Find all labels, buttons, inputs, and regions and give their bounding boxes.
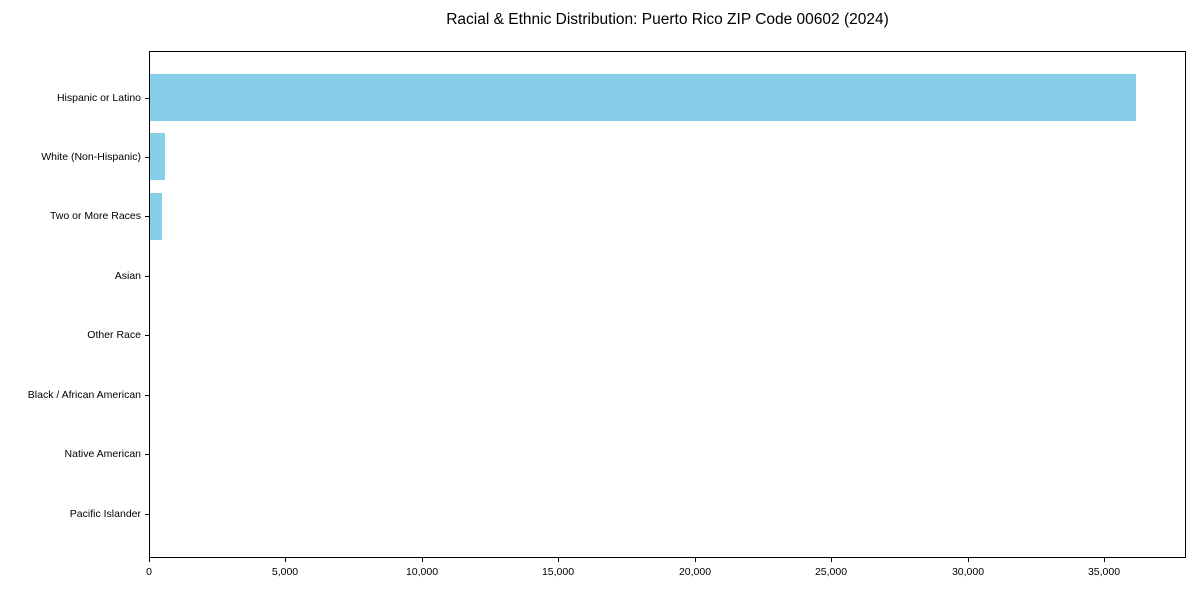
- x-tick-mark: [285, 558, 286, 562]
- x-tick-mark: [149, 558, 150, 562]
- chart-title: Racial & Ethnic Distribution: Puerto Ric…: [446, 11, 889, 28]
- x-tick-label: 30,000: [951, 566, 985, 578]
- x-tick-label: 0: [146, 566, 152, 578]
- x-tick-mark: [831, 558, 832, 562]
- y-tick-label: Black / African American: [27, 389, 141, 401]
- y-tick-label: Two or More Races: [49, 210, 141, 222]
- y-tick-mark: [145, 514, 149, 515]
- plot-area: [149, 51, 1186, 558]
- x-tick-label: 20,000: [678, 566, 712, 578]
- y-tick-mark: [145, 454, 149, 455]
- y-tick-mark: [145, 98, 149, 99]
- x-tick-mark: [422, 558, 423, 562]
- y-tick-label: Asian: [114, 270, 141, 282]
- y-tick-mark: [145, 157, 149, 158]
- x-tick-mark: [558, 558, 559, 562]
- x-tick-mark: [1104, 558, 1105, 562]
- x-tick-label: 35,000: [1087, 566, 1121, 578]
- bar-hispanic-or-latino: [150, 74, 1136, 121]
- bar-two-or-more-races: [150, 193, 162, 240]
- x-tick-label: 5,000: [271, 566, 299, 578]
- y-tick-label: Other Race: [87, 329, 141, 341]
- y-tick-mark: [145, 395, 149, 396]
- y-tick-label: Hispanic or Latino: [56, 92, 141, 104]
- y-tick-mark: [145, 276, 149, 277]
- y-tick-mark: [145, 216, 149, 217]
- y-tick-label: Pacific Islander: [69, 508, 141, 520]
- y-tick-label: White (Non-Hispanic): [41, 151, 141, 163]
- y-tick-mark: [145, 335, 149, 336]
- y-tick-label: Native American: [64, 448, 141, 460]
- bar-white-non-hispanic: [150, 133, 165, 180]
- x-tick-mark: [968, 558, 969, 562]
- x-tick-label: 10,000: [405, 566, 439, 578]
- x-tick-mark: [695, 558, 696, 562]
- x-tick-label: 15,000: [541, 566, 575, 578]
- x-tick-label: 25,000: [814, 566, 848, 578]
